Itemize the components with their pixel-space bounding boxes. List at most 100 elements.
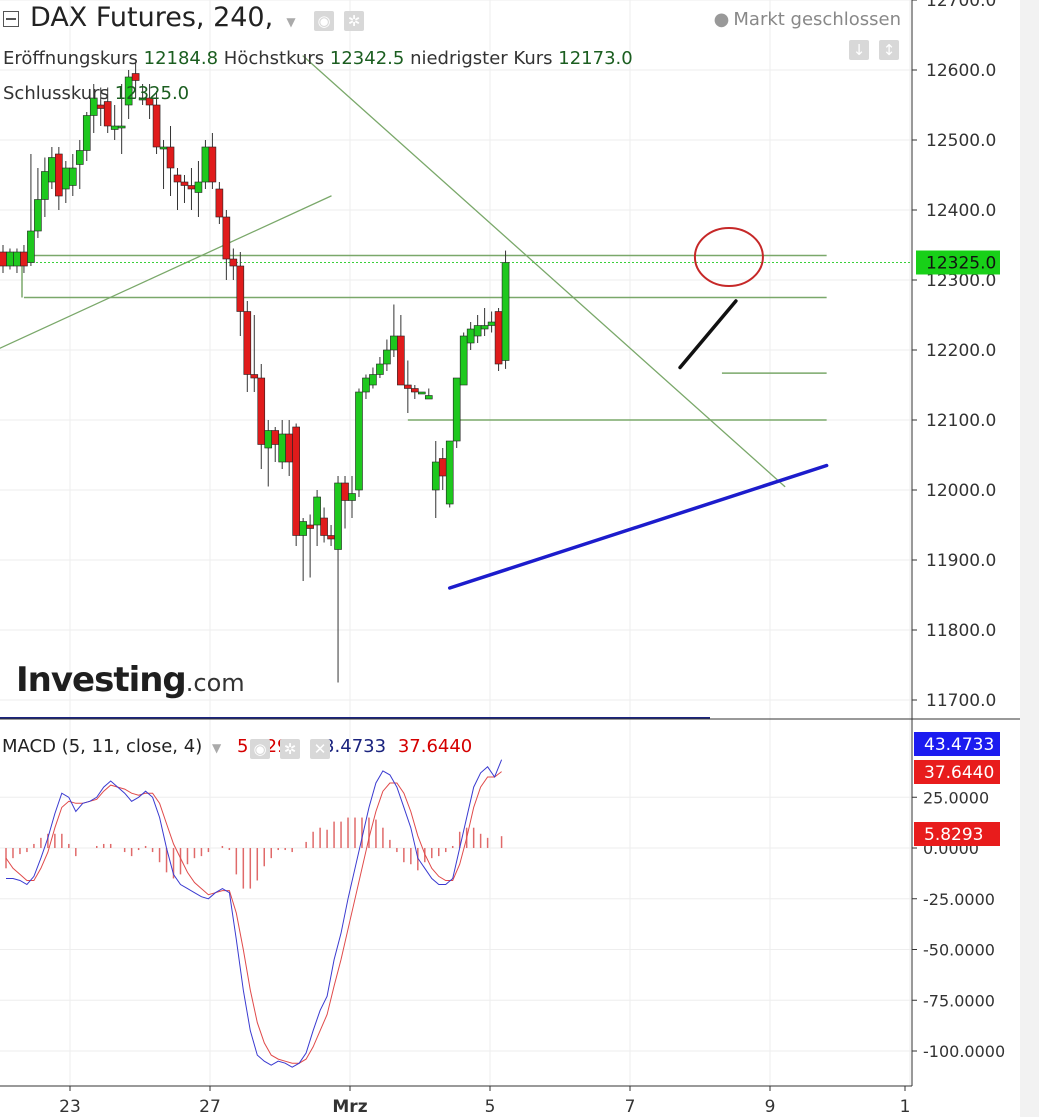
candle-body-down xyxy=(131,73,140,81)
candle-body-down xyxy=(173,174,182,183)
macd-value-label: 37.6440 xyxy=(924,763,994,783)
candle-body-up xyxy=(501,262,510,361)
candle-body-up xyxy=(264,430,273,449)
candle-body-down xyxy=(243,311,252,375)
candle-body-down xyxy=(341,482,349,501)
candle xyxy=(117,84,126,154)
x-tick-label: 23 xyxy=(59,1097,81,1117)
candle xyxy=(152,91,161,154)
logo-suffix: .com xyxy=(185,669,245,697)
candle xyxy=(306,514,314,578)
candle-body-down xyxy=(0,251,7,267)
x-tick-label: 5 xyxy=(485,1097,496,1117)
candle-body-down xyxy=(215,188,224,218)
candle-body-up xyxy=(82,115,91,151)
candle-body-down xyxy=(55,153,63,197)
macd-value-tag xyxy=(914,822,1000,846)
arrows-updown-icon[interactable]: ↕ xyxy=(879,40,899,60)
price-tick-label: 11800.0 xyxy=(926,621,996,641)
candle-body-up xyxy=(355,391,363,491)
candle xyxy=(271,427,280,462)
last-price-tag xyxy=(916,250,1000,275)
close-icon[interactable]: ✕ xyxy=(310,739,330,759)
market-status-text: Markt geschlossen xyxy=(733,9,901,30)
candle xyxy=(285,420,293,476)
candle-body-up xyxy=(117,125,126,129)
candle xyxy=(424,388,433,400)
candle-body-down xyxy=(404,384,412,389)
chevron-down-icon[interactable]: ▼ xyxy=(286,15,296,29)
x-tick-label: Mrz xyxy=(332,1097,367,1117)
candle-body-down xyxy=(208,146,217,183)
candle-body-down xyxy=(187,185,196,190)
candle-body-up xyxy=(62,167,70,190)
candle xyxy=(180,175,189,203)
candle-body-down xyxy=(257,377,266,445)
macd-tick-label: -50.0000 xyxy=(923,941,995,960)
candle-body-up xyxy=(431,461,440,491)
candle xyxy=(110,105,119,140)
candle-body-up xyxy=(194,181,203,193)
candle-body-down xyxy=(152,104,161,148)
candle-body-down xyxy=(145,97,154,106)
candle xyxy=(341,476,349,529)
candle xyxy=(34,168,42,238)
arrow-down-icon[interactable]: ↓ xyxy=(849,40,869,60)
candle xyxy=(27,154,35,266)
price-tick-label: 12100.0 xyxy=(926,411,996,431)
candle-body-down xyxy=(411,388,419,393)
candle xyxy=(264,420,273,487)
candle-body-up xyxy=(417,391,426,395)
candle xyxy=(159,140,168,189)
candle xyxy=(390,304,398,357)
candle xyxy=(501,250,510,369)
candle xyxy=(69,154,77,196)
candle-body-down xyxy=(306,524,314,529)
candle-body-down xyxy=(320,517,328,536)
high-label: Höchstkurs xyxy=(223,48,325,69)
candle xyxy=(13,248,21,273)
close-value: 12325.0 xyxy=(114,83,190,104)
candle-body-down xyxy=(438,458,447,477)
candle-body-up xyxy=(466,328,475,344)
candle xyxy=(466,322,475,350)
investing-logo: Investing.com xyxy=(16,660,245,700)
macd-tick-label: -75.0000 xyxy=(923,991,995,1010)
candle-body-down xyxy=(229,258,238,267)
gear-icon[interactable]: ✲ xyxy=(280,739,300,759)
collapse-icon[interactable] xyxy=(3,11,19,27)
low-value: 12173.0 xyxy=(558,48,633,69)
candle-body-up xyxy=(369,374,377,386)
macd-value-tag xyxy=(914,732,1000,756)
ohlc-row-2: Schlusskurs 12325.0 xyxy=(3,83,189,104)
open-value: 12184.8 xyxy=(143,48,219,69)
macd-value-tag xyxy=(914,760,1000,784)
candle xyxy=(369,367,377,389)
candle xyxy=(48,147,56,189)
candle xyxy=(0,245,7,273)
candle xyxy=(487,311,496,333)
candle xyxy=(411,385,419,399)
price-tick-label: 11900.0 xyxy=(926,551,996,571)
price-tick-label: 12700.0 xyxy=(926,0,996,11)
candle-body-up xyxy=(383,349,391,365)
x-tick-label: 7 xyxy=(625,1097,636,1117)
chart-title: DAX Futures, 240, xyxy=(30,2,274,33)
candlestick-series xyxy=(0,63,510,683)
open-label: Eröffnungskurs xyxy=(3,48,138,69)
eye-icon[interactable]: ◉ xyxy=(314,11,334,31)
candle xyxy=(355,388,363,497)
candle-body-up xyxy=(13,251,21,267)
high-value: 12342.5 xyxy=(329,48,405,69)
candle xyxy=(187,168,196,210)
scrollbar-track xyxy=(1020,0,1039,1117)
candle xyxy=(229,248,238,280)
chevron-down-icon[interactable]: ▼ xyxy=(211,741,222,755)
candle xyxy=(194,161,203,217)
candle xyxy=(215,182,224,224)
eye-icon[interactable]: ◉ xyxy=(250,739,270,759)
candle-body-up xyxy=(48,157,56,183)
candle-body-down xyxy=(271,430,280,445)
gear-icon[interactable]: ✲ xyxy=(344,11,364,31)
candle xyxy=(103,87,112,133)
